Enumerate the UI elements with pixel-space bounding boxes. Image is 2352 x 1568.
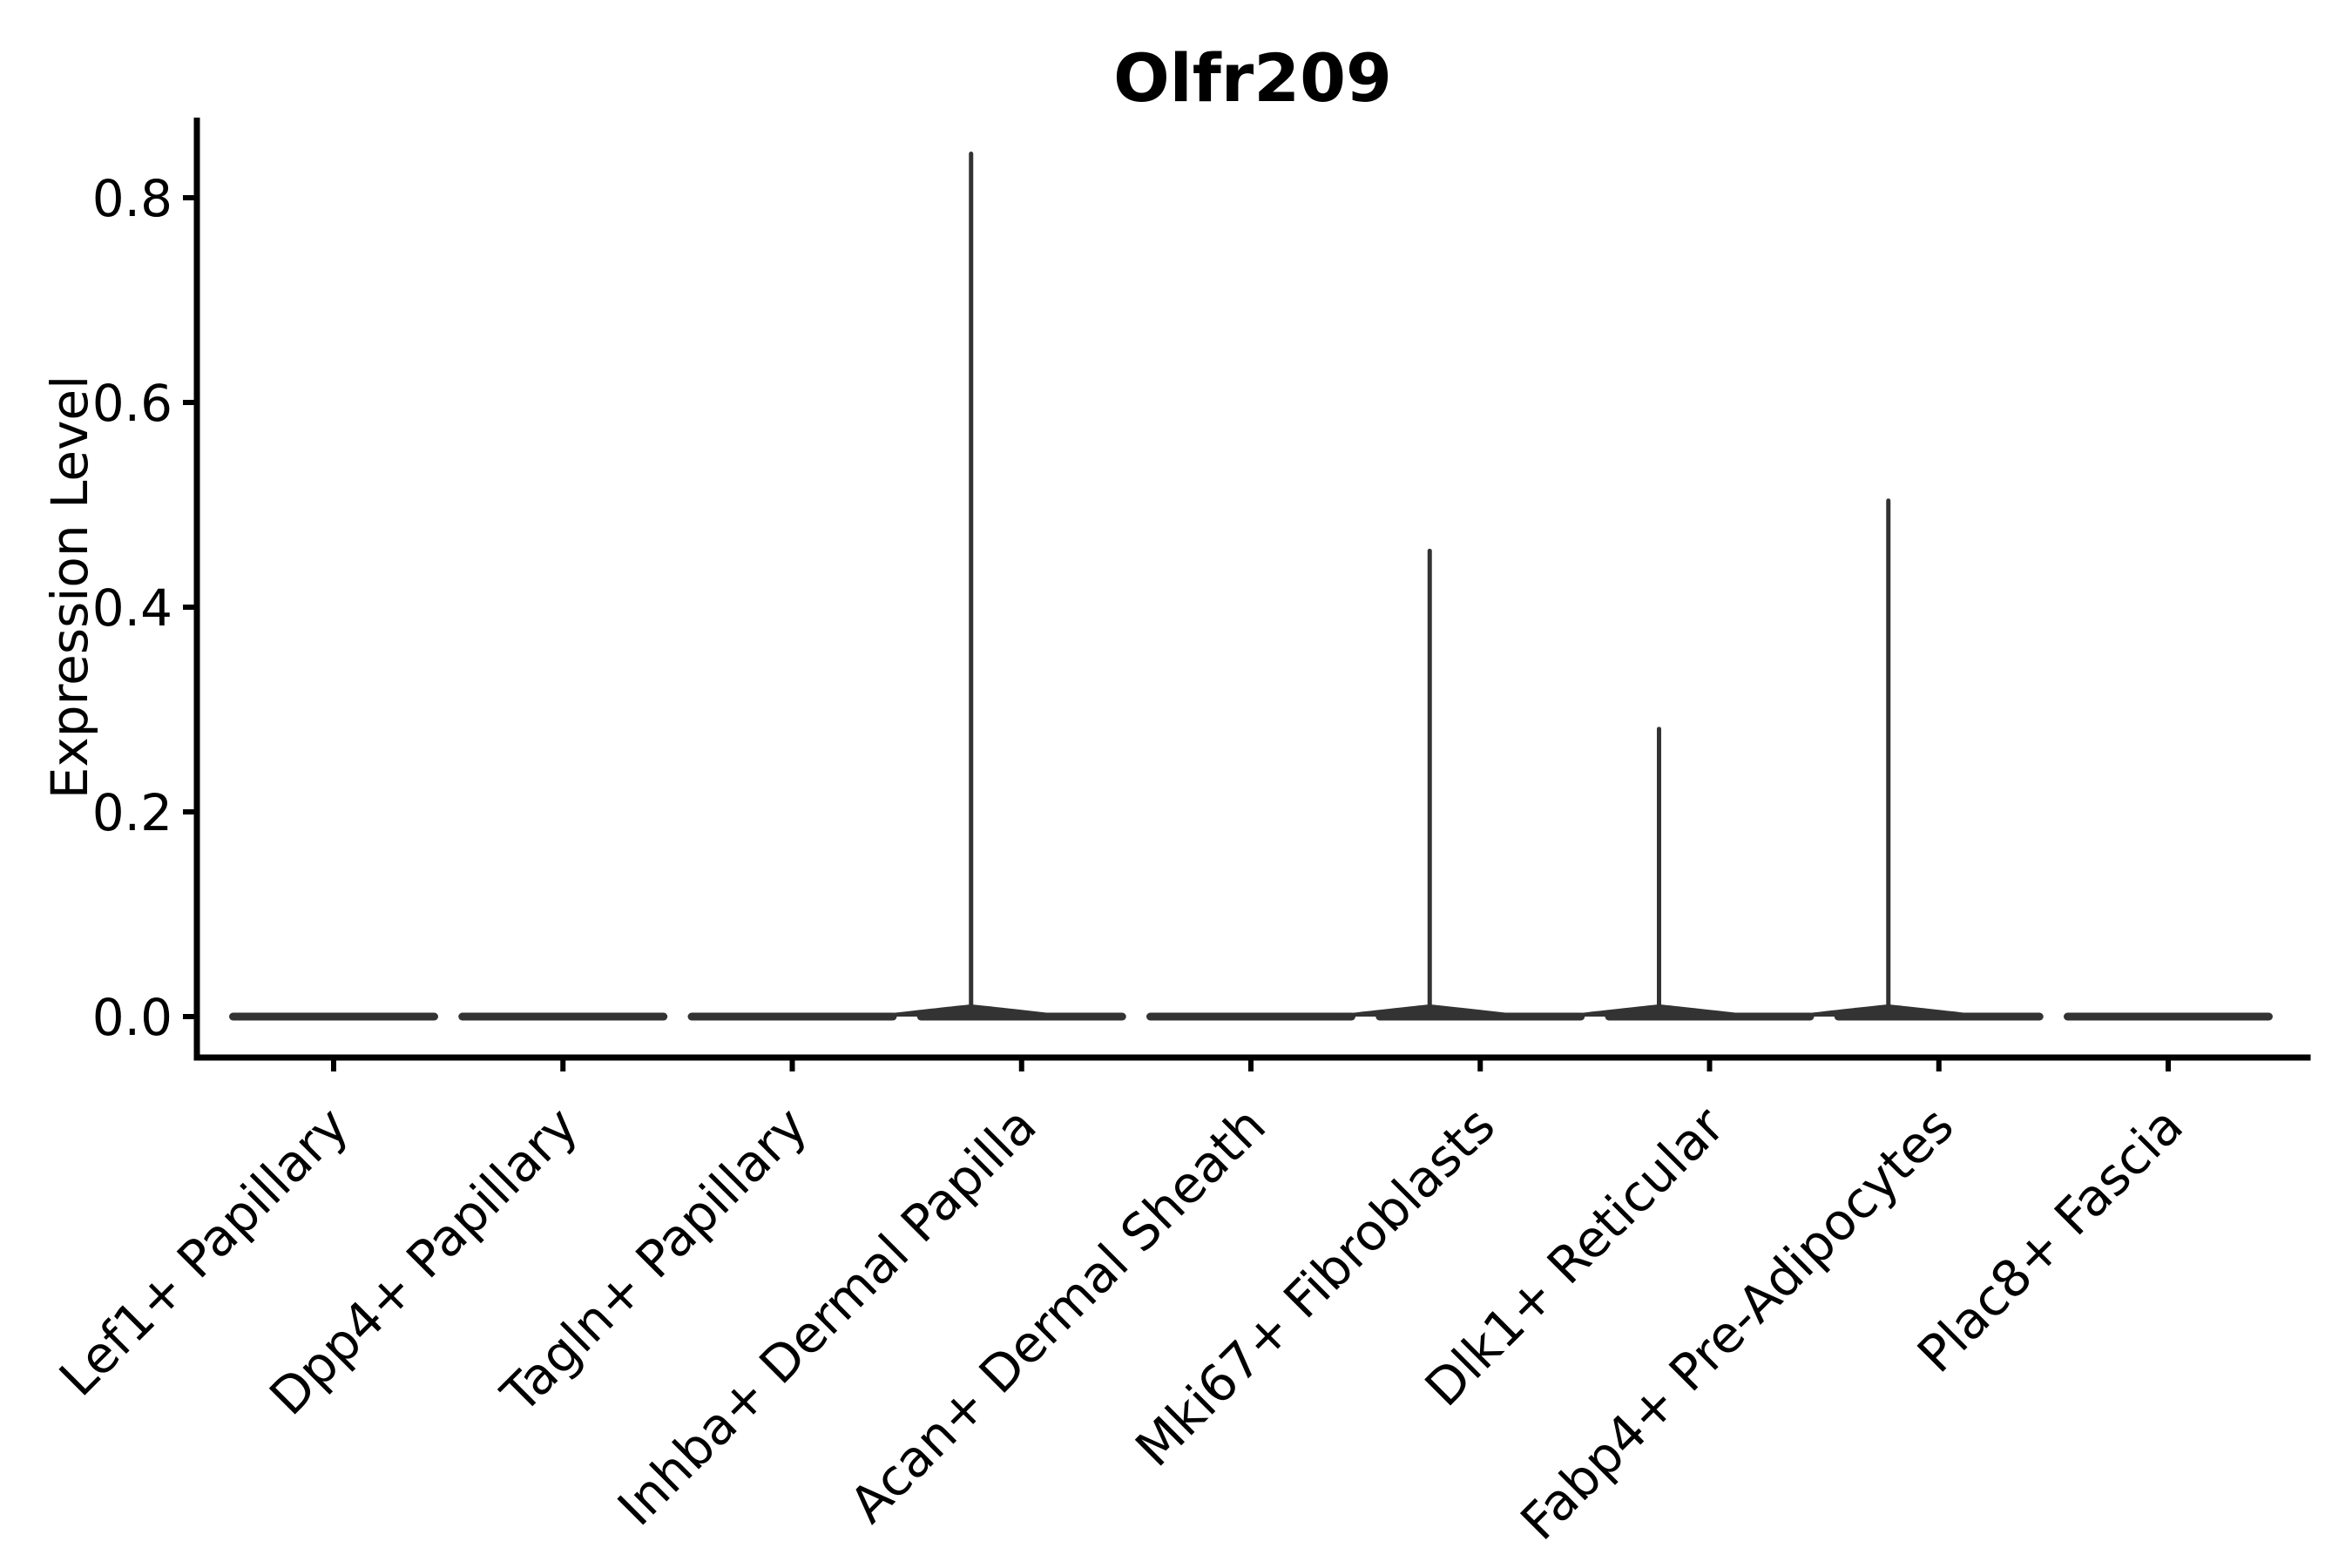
x-tick-label: Acan+ Dermal Sheath [838, 1096, 1276, 1534]
violin-body [1605, 1012, 1815, 1021]
x-tick-mark [1477, 1058, 1484, 1071]
plot-title: Olfr209 [1113, 39, 1392, 117]
x-tick-mark [1018, 1058, 1024, 1071]
violin-body [2064, 1012, 2273, 1021]
violin [229, 1012, 438, 1021]
violins [229, 151, 2273, 1021]
violin-body [687, 1012, 897, 1021]
y-tick-mark [183, 400, 197, 405]
x-tick-mark [331, 1058, 336, 1071]
y-tick-label: 0.2 [92, 783, 172, 842]
x-tick-mark [2166, 1058, 2171, 1071]
violin-body [458, 1012, 668, 1021]
y-tick-label: 0.0 [92, 988, 172, 1047]
x-tick-mark [1707, 1058, 1713, 1071]
y-tick-mark [183, 605, 197, 610]
violin [883, 151, 1126, 1021]
violin-body [229, 1012, 438, 1021]
violin [1342, 548, 1585, 1021]
x-tick-label: Fabp4+ Pre-Adipocytes [1510, 1096, 1965, 1551]
y-tick-mark [183, 195, 197, 200]
y-tick-mark [183, 1014, 197, 1019]
violin-body [1146, 1012, 1355, 1021]
y-tick-label: 0.4 [92, 578, 172, 638]
y-tick-label: 0.6 [92, 374, 172, 433]
violin-body [1834, 1012, 2044, 1021]
x-tick-mark [789, 1058, 795, 1071]
violin [458, 1012, 668, 1021]
x-tick-mark [1248, 1058, 1254, 1071]
y-tick-mark [183, 809, 197, 814]
violin-body [1375, 1012, 1585, 1021]
violin [1571, 727, 1815, 1021]
violin [2064, 1012, 2273, 1021]
y-axis-label: Expression Level [40, 375, 99, 799]
y-tick-label: 0.8 [92, 169, 172, 228]
violin [687, 1012, 897, 1021]
x-tick-label: Inhba+ Dermal Papilla [606, 1096, 1048, 1538]
violin-body [916, 1012, 1126, 1021]
y-axis-ticks: 0.0 0.2 0.4 0.6 0.8 [92, 169, 197, 1047]
y-axis-spine [193, 118, 200, 1061]
violin [1146, 1012, 1355, 1021]
x-tick-mark [1936, 1058, 1942, 1071]
x-tick-mark [560, 1058, 566, 1071]
violin [1801, 498, 2044, 1021]
